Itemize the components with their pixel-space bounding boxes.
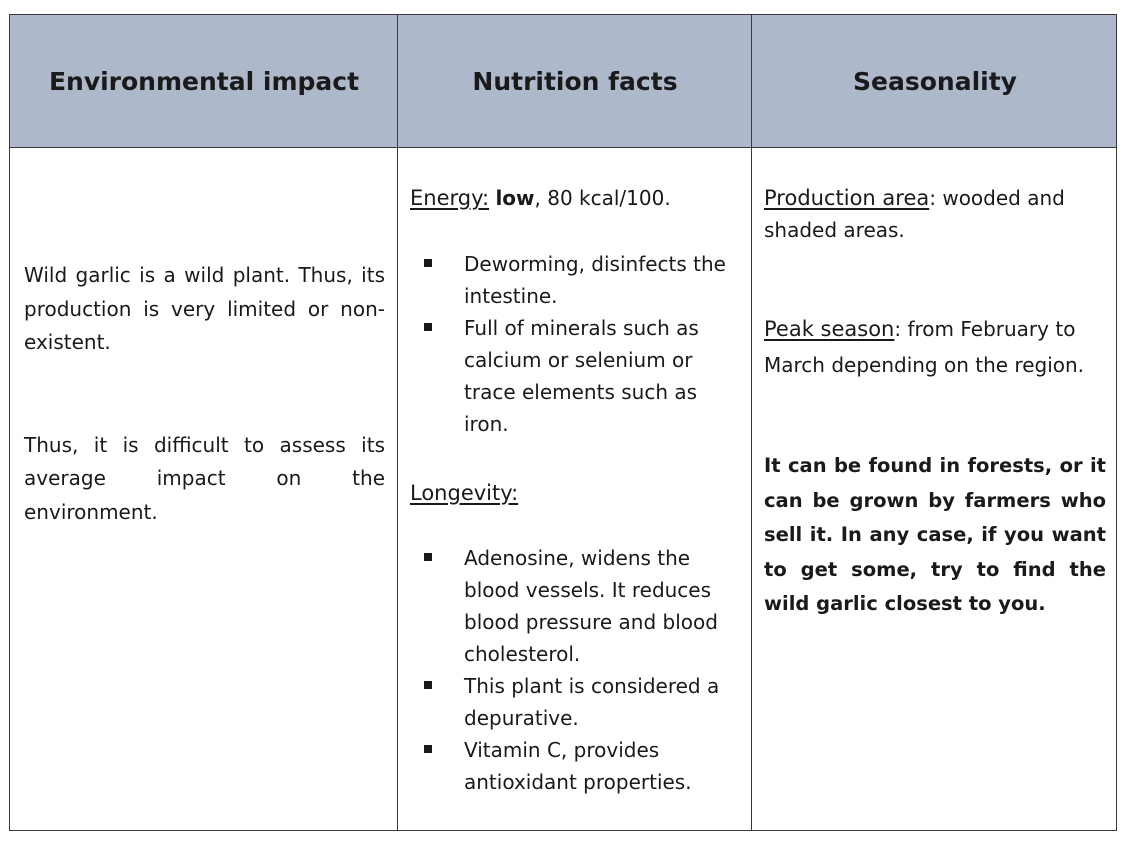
- header-environmental-impact: Environmental impact: [48, 66, 360, 96]
- longevity-line: Longevity:: [410, 477, 745, 511]
- production-area-label: Production area: [764, 186, 930, 210]
- peak-season-label: Peak season: [764, 317, 895, 341]
- energy-label: Energy:: [410, 186, 490, 210]
- list-item: Full of minerals such as calcium or sele…: [410, 312, 745, 440]
- list-item: This plant is considered a depurative.: [410, 670, 745, 734]
- seasonality-note: It can be found in forests, or it can be…: [764, 454, 1106, 615]
- header-nutrition-facts: Nutrition facts: [472, 66, 678, 96]
- production-area-line: Production area: wooded and shaded areas…: [764, 182, 1106, 246]
- list-item: Vitamin C, provides antioxidant properti…: [410, 734, 745, 798]
- energy-value: , 80 kcal/100.: [534, 186, 671, 210]
- column-divider: [397, 15, 398, 830]
- seasonality-cell: Production area: wooded and shaded areas…: [764, 148, 1106, 622]
- energy-list: Deworming, disinfects the intestine. Ful…: [410, 248, 745, 440]
- environmental-impact-cell: Wild garlic is a wild plant. Thus, its p…: [24, 148, 385, 529]
- peak-season-line: Peak season: from February to March depe…: [764, 311, 1106, 383]
- column-divider: [751, 15, 752, 830]
- energy-line: Energy: low, 80 kcal/100.: [410, 182, 745, 216]
- header-seasonality: Seasonality: [853, 66, 1017, 96]
- info-table: Environmental impact Nutrition facts Sea…: [9, 14, 1117, 831]
- list-item: Deworming, disinfects the intestine.: [410, 248, 745, 312]
- nutrition-facts-cell: Energy: low, 80 kcal/100. Deworming, dis…: [410, 148, 745, 798]
- longevity-list: Adenosine, widens the blood vessels. It …: [410, 542, 745, 798]
- longevity-label: Longevity:: [410, 480, 519, 505]
- header-row: Environmental impact Nutrition facts Sea…: [10, 15, 1116, 148]
- environmental-paragraph-1: Wild garlic is a wild plant. Thus, its p…: [24, 263, 385, 354]
- list-item: Adenosine, widens the blood vessels. It …: [410, 542, 745, 670]
- environmental-paragraph-2-line-2: environment.: [24, 499, 158, 524]
- environmental-paragraph-2-line-1: Thus, it is difficult to assess its aver…: [24, 432, 385, 491]
- energy-level: low: [495, 186, 535, 210]
- peak-season-value: : from February to March depending on th…: [764, 317, 1085, 377]
- production-area-value: : wooded and shaded areas.: [764, 186, 1065, 242]
